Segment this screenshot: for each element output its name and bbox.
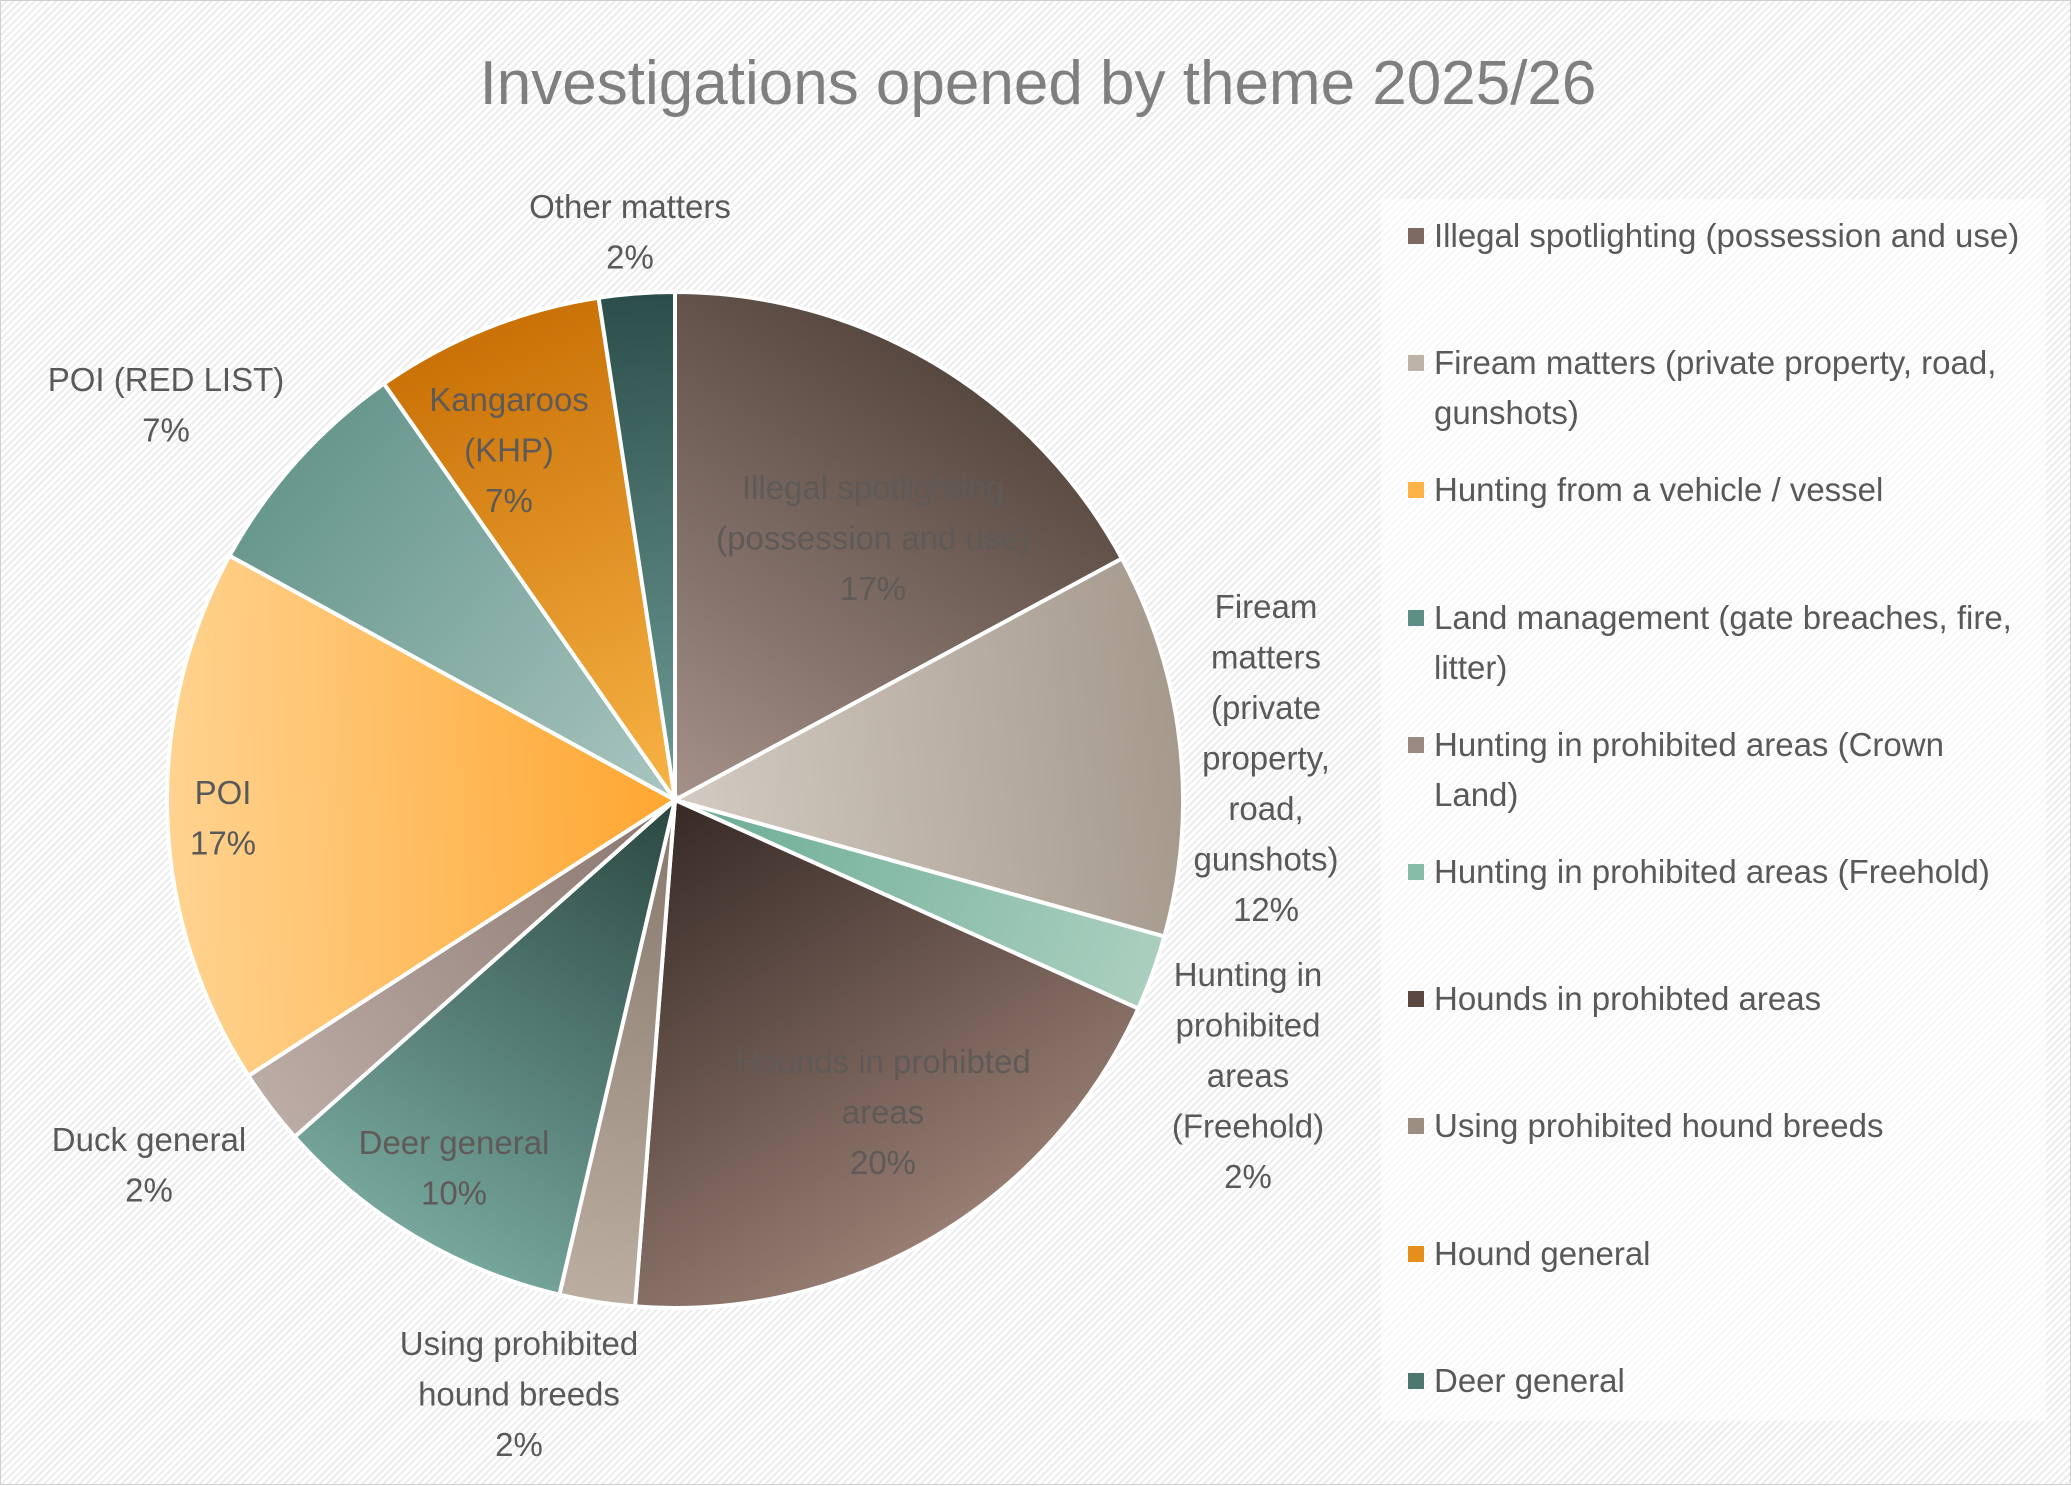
- data-label-line: 20%: [850, 1144, 916, 1181]
- legend-label: Hunting from a vehicle / vessel: [1434, 471, 1884, 509]
- data-label-line: POI: [195, 774, 252, 811]
- data-label-line: 2%: [1224, 1158, 1272, 1195]
- data-label-line: POI (RED LIST): [48, 361, 285, 398]
- legend: [1381, 199, 2046, 1421]
- legend-swatch: [1408, 482, 1424, 499]
- data-label-line: 2%: [495, 1426, 543, 1463]
- legend-label: Illegal spotlighting (possession and use…: [1434, 217, 2020, 254]
- legend-label: Using prohibited hound breeds: [1434, 1107, 1884, 1145]
- legend-label: Hunting in prohibited areas (Freehold): [1434, 853, 1990, 890]
- data-label-line: Hunting in: [1174, 956, 1323, 993]
- data-label: Hunting in prohibited areas (Freehold) 2%: [1172, 956, 1324, 1195]
- legend-swatch: [1408, 1245, 1424, 1262]
- legend-swatch: [1408, 1372, 1424, 1389]
- data-label-line: 7%: [142, 412, 190, 449]
- data-label-line: 7%: [485, 482, 533, 519]
- data-label: Other matters 2%: [529, 188, 731, 276]
- data-label-line: Duck general: [52, 1121, 246, 1158]
- data-label-line: (private: [1211, 689, 1321, 726]
- data-label-line: Fiream: [1215, 588, 1318, 625]
- data-label-line: prohibited: [1176, 1007, 1321, 1044]
- data-label-line: 2%: [125, 1172, 173, 1209]
- data-label-line: 10%: [421, 1175, 487, 1212]
- legend-label: Deer general: [1434, 1361, 1625, 1399]
- data-label: Deer general 10%: [359, 1124, 550, 1212]
- data-label: Illegal spotlighting (possession and use)…: [716, 469, 1030, 607]
- pie-slices: [164, 289, 1185, 1310]
- data-label-line: 17%: [840, 570, 906, 607]
- data-label-line: 2%: [606, 239, 654, 276]
- data-label-line: gunshots): [1194, 841, 1339, 878]
- legend-swatch: [1408, 736, 1424, 753]
- pie-slice-hounds-in-prohibted-areas[interactable]: [632, 797, 1141, 1310]
- data-label-line: Illegal spotlighting: [742, 469, 1004, 506]
- legend-swatch: [1408, 1118, 1424, 1135]
- data-label-line: 12%: [1233, 891, 1299, 928]
- legend-swatch: [1408, 864, 1424, 880]
- data-label-line: Other matters: [529, 188, 731, 225]
- data-label-line: (possession and use): [716, 520, 1030, 557]
- pie-slice-fiream-matters-private-property-road-gunshots[interactable]: [669, 555, 1185, 939]
- legend-label: Hounds in prohibted areas: [1434, 980, 1822, 1018]
- pie-slice-deer-general[interactable]: [291, 794, 679, 1298]
- chart-title: Investigations opened by theme 2025/26: [480, 49, 1597, 118]
- legend-label: Hunting in prohibited areas (Crown Land): [1434, 725, 1944, 813]
- pie-slice-kangaroos-khp[interactable]: [381, 295, 677, 802]
- data-label-line: areas: [842, 1094, 925, 1131]
- data-label-line: road,: [1228, 790, 1303, 827]
- legend-swatch: [1408, 609, 1424, 626]
- data-label-line: matters: [1211, 639, 1321, 676]
- data-label: POI (RED LIST) 7%: [48, 361, 285, 449]
- data-label-line: Using prohibited: [400, 1325, 638, 1362]
- data-label: Using prohibited hound breeds 2%: [400, 1325, 638, 1463]
- legend-swatch: [1408, 991, 1424, 1008]
- data-label: Fiream matters (private property, road, gunsh…: [1194, 588, 1339, 928]
- data-labels: Illegal spotlighting (possession and use)…: [48, 188, 1339, 1463]
- pie-slice-poi[interactable]: [164, 553, 679, 1079]
- pie-slice-poi-red-list[interactable]: [226, 380, 677, 802]
- legend-label: Fiream matters (private property, road, …: [1434, 344, 1997, 432]
- data-label-line: Deer general: [359, 1124, 550, 1161]
- data-label-line: property,: [1202, 740, 1330, 777]
- data-label-line: hound breeds: [418, 1376, 620, 1413]
- data-label-line: Kangaroos: [429, 381, 589, 418]
- legend-label: Hound general: [1434, 1234, 1651, 1272]
- legend-swatch: [1408, 228, 1424, 244]
- data-label-line: (KHP): [464, 432, 554, 469]
- data-label-line: 17%: [190, 825, 256, 862]
- data-label: Kangaroos (KHP) 7%: [429, 381, 589, 519]
- legend-swatch: [1408, 355, 1424, 372]
- data-label-line: areas: [1207, 1057, 1290, 1094]
- data-label: POI 17%: [190, 774, 256, 862]
- data-label: Duck general 2%: [52, 1121, 246, 1209]
- data-label: Hounds in prohibted areas 20%: [735, 1043, 1030, 1181]
- pie-slice-other-matters[interactable]: [596, 289, 677, 801]
- legend-label: Land management (gate breaches, fire, li…: [1434, 598, 2012, 686]
- data-label-line: Hounds in prohibted: [735, 1043, 1030, 1080]
- pie-slice-illegal-spotlighting-possession-and-use[interactable]: [673, 289, 1125, 804]
- data-label-line: (Freehold): [1172, 1108, 1324, 1145]
